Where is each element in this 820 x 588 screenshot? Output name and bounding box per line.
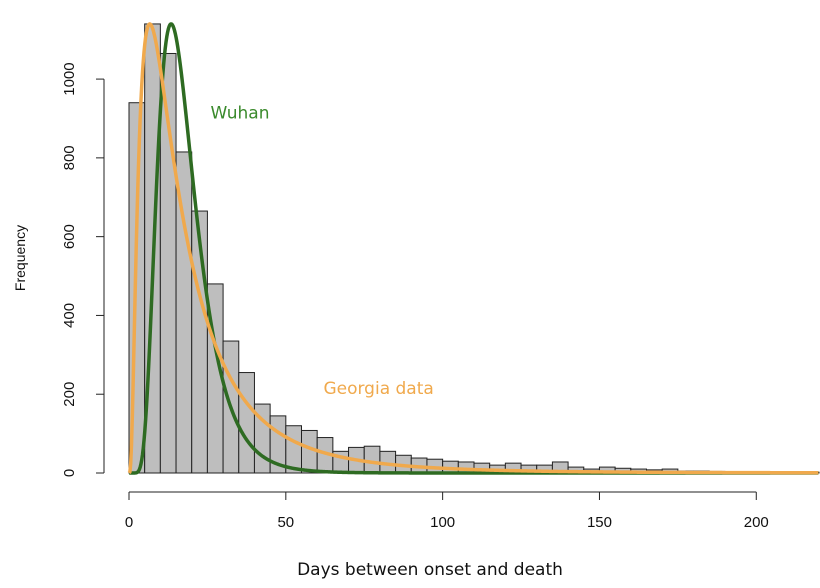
annotations: Wuhan Georgia data (211, 103, 434, 399)
y-axis-label: Frequency (12, 225, 28, 291)
x-axis: 0 50 100 150 200 (125, 491, 769, 531)
y-tick-label: 200 (61, 382, 78, 407)
histogram-bar (238, 372, 255, 474)
histogram-bar (301, 429, 318, 474)
x-tick-label: 100 (430, 514, 455, 531)
y-axis: 0 200 400 600 800 1000 (61, 62, 105, 477)
x-tick-label: 150 (587, 514, 612, 531)
x-tick-label: 0 (125, 514, 133, 531)
density-curve (127, 22, 820, 475)
y-tick-label: 0 (61, 469, 78, 477)
y-tick-label: 1000 (61, 62, 78, 95)
x-tick-label: 50 (277, 514, 294, 531)
y-tick-label: 800 (61, 145, 78, 170)
histogram-bars (128, 23, 820, 474)
density-curves (127, 22, 820, 475)
x-tick-label: 200 (744, 514, 769, 531)
y-tick-label: 400 (61, 303, 78, 328)
x-axis-label: Days between onset and death (297, 560, 563, 580)
y-tick-label: 600 (61, 224, 78, 249)
curve-annotation: Wuhan (211, 103, 270, 123)
curve-annotation: Georgia data (323, 379, 433, 399)
histogram-bar (363, 445, 381, 474)
